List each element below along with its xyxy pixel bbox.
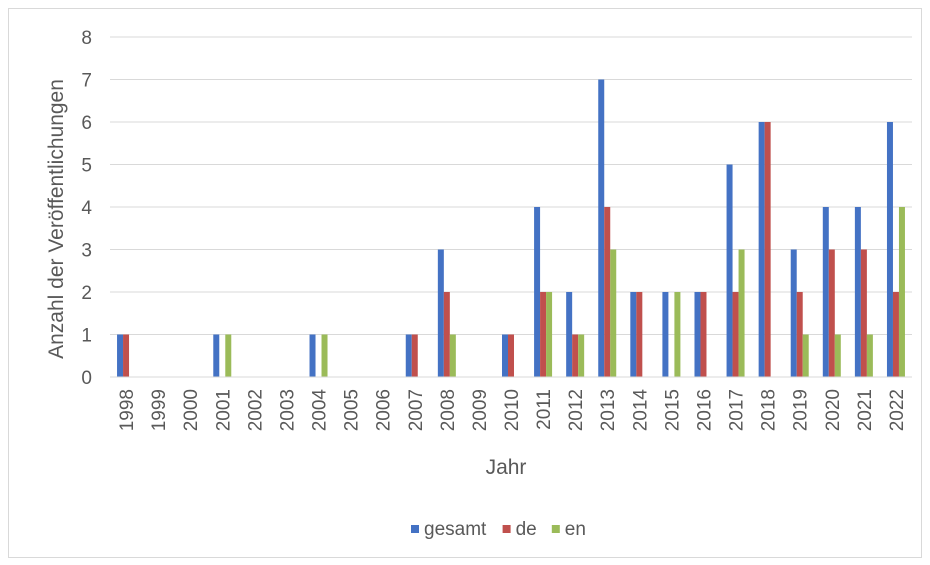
x-tick-label: 2013 (598, 389, 619, 431)
legend-swatch-en (551, 525, 560, 533)
x-tick-label: 2009 (470, 389, 491, 431)
y-tick-label: 0 (81, 368, 92, 389)
x-tick-label: 2015 (662, 389, 683, 431)
bars (117, 79, 905, 377)
y-tick-label: 4 (81, 198, 92, 219)
x-tick-label: 2020 (823, 389, 844, 431)
x-tick-label: 2022 (887, 389, 908, 431)
bar-de-1998 (123, 334, 130, 377)
bar-gesamt-2008 (437, 249, 444, 377)
bar-gesamt-2019 (790, 249, 797, 377)
bar-en-2004 (321, 334, 328, 377)
bar-en-2021 (866, 334, 873, 377)
bar-gesamt-2016 (694, 292, 701, 377)
bar-de-2008 (443, 292, 450, 377)
bar-en-2019 (802, 334, 809, 377)
y-tick-label: 7 (81, 71, 92, 92)
bar-en-2022 (898, 207, 905, 377)
bar-en-2008 (449, 334, 456, 377)
bar-en-2015 (674, 292, 681, 377)
bar-en-2017 (738, 249, 745, 377)
bar-de-2013 (604, 207, 611, 377)
bar-de-2007 (411, 334, 418, 377)
x-tick-label: 2004 (310, 389, 331, 432)
bar-gesamt-2021 (854, 207, 861, 377)
bar-gesamt-2010 (502, 334, 508, 377)
legend-swatch-gesamt (411, 525, 419, 533)
x-tick-label: 2011 (534, 389, 555, 430)
y-tick-label: 6 (81, 113, 92, 134)
y-tick-labels: 0 1 2 3 4 5 6 7 8 (81, 28, 92, 389)
chart-frame (8, 8, 922, 558)
bar-de-2019 (796, 292, 803, 377)
bar-de-2012 (572, 334, 579, 377)
y-tick-label: 3 (81, 241, 92, 262)
legend: gesamt de en (411, 519, 586, 540)
bar-gesamt-2018 (758, 122, 765, 377)
bar-gesamt-2004 (309, 334, 316, 377)
x-tick-label: 2007 (406, 389, 427, 431)
x-tick-label: 2014 (630, 389, 651, 432)
x-tick-label: 2012 (566, 389, 587, 431)
bar-en-2001 (225, 334, 232, 377)
y-tick-label: 8 (81, 28, 92, 49)
x-axis-title: Jahr (486, 456, 527, 479)
legend-swatch-de (502, 525, 511, 533)
bar-de-2011 (540, 292, 547, 377)
bar-gesamt-2001 (213, 334, 220, 377)
x-tick-label: 2001 (213, 389, 234, 431)
y-axis-title: Anzahl der Veröffentlichungen (45, 79, 68, 359)
y-tick-label: 2 (81, 283, 92, 304)
legend-label-gesamt: gesamt (424, 519, 487, 540)
bar-de-2018 (764, 122, 771, 377)
bar-gesamt-1998 (117, 334, 124, 377)
bar-de-2021 (860, 249, 867, 377)
bar-en-2011 (546, 292, 553, 377)
bar-gesamt-2012 (566, 292, 573, 377)
x-tick-label: 2005 (342, 389, 363, 431)
bar-de-2014 (636, 292, 643, 377)
y-tick-label: 5 (81, 156, 92, 177)
bar-de-2020 (828, 249, 835, 377)
bar-gesamt-2013 (598, 79, 605, 377)
y-tick-label: 1 (81, 326, 92, 347)
bar-en-2012 (578, 334, 585, 377)
x-tick-label: 2018 (759, 389, 780, 431)
bar-gesamt-2007 (405, 334, 412, 377)
x-tick-label: 2017 (727, 389, 748, 431)
bar-de-2010 (508, 334, 514, 377)
bar-en-2013 (610, 249, 617, 377)
bar-gesamt-2017 (726, 164, 733, 377)
x-tick-label: 2008 (438, 389, 459, 431)
bar-de-2016 (700, 292, 707, 377)
bar-gesamt-2015 (662, 292, 669, 377)
bar-de-2022 (892, 292, 899, 377)
x-tick-label: 2010 (502, 389, 523, 431)
x-tick-label: 2016 (694, 389, 715, 431)
bar-gesamt-2020 (822, 207, 829, 377)
x-tick-label: 2019 (791, 389, 812, 431)
bar-gesamt-2011 (534, 207, 541, 377)
x-tick-label: 2021 (855, 389, 876, 431)
x-tick-label: 1998 (117, 389, 138, 431)
x-tick-label: 2003 (277, 389, 298, 431)
bar-gesamt-2014 (630, 292, 637, 377)
x-tick-label: 2006 (374, 389, 395, 431)
bar-de-2017 (732, 292, 739, 377)
x-tick-labels: 1998 1999 2000 2001 2002 2003 2004 2005 2006 2007… (117, 389, 908, 432)
x-tick-label: 2000 (181, 389, 202, 431)
gridlines (110, 36, 912, 335)
bar-gesamt-2022 (886, 122, 893, 377)
bar-en-2020 (834, 334, 841, 377)
legend-label-de: de (516, 519, 537, 540)
x-tick-label: 1999 (149, 389, 170, 431)
x-tick-label: 2002 (245, 389, 266, 431)
legend-label-en: en (565, 519, 586, 540)
